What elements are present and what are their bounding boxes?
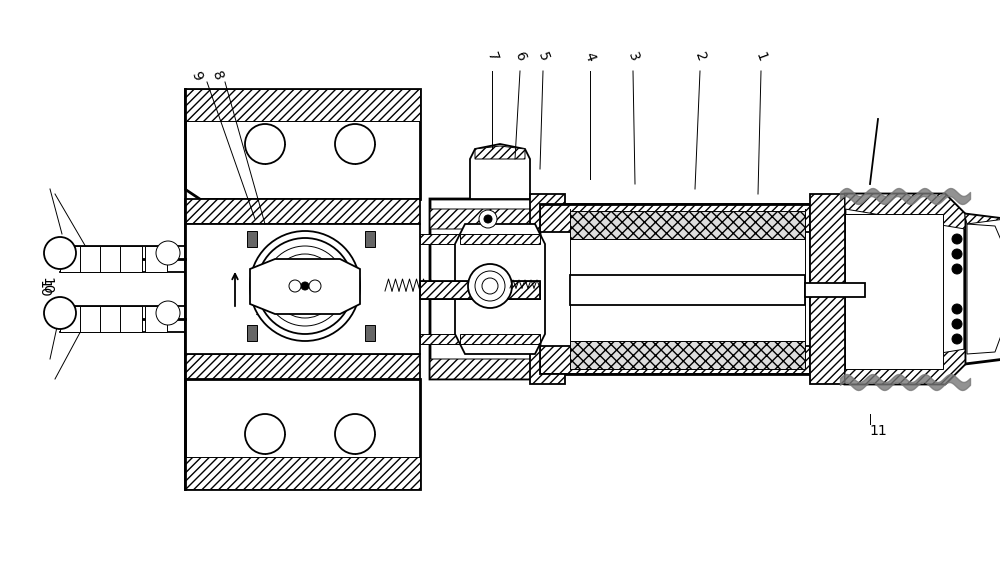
Text: 1: 1 xyxy=(753,50,769,63)
Text: 10: 10 xyxy=(36,280,50,298)
Polygon shape xyxy=(430,199,540,379)
Polygon shape xyxy=(455,224,545,354)
Circle shape xyxy=(245,124,285,164)
Circle shape xyxy=(156,241,180,265)
Polygon shape xyxy=(530,194,565,384)
Bar xyxy=(805,283,865,297)
Bar xyxy=(60,306,82,332)
Circle shape xyxy=(468,264,512,308)
Circle shape xyxy=(309,280,321,292)
Circle shape xyxy=(335,414,375,454)
Bar xyxy=(100,246,122,272)
Circle shape xyxy=(156,301,180,325)
Circle shape xyxy=(952,249,962,259)
Circle shape xyxy=(952,319,962,329)
Text: 9: 9 xyxy=(188,69,204,83)
Text: 10: 10 xyxy=(39,277,53,295)
Polygon shape xyxy=(845,349,965,384)
Circle shape xyxy=(335,124,375,164)
Text: 6: 6 xyxy=(512,50,528,63)
Polygon shape xyxy=(470,144,530,199)
Bar xyxy=(365,231,375,247)
Bar xyxy=(120,246,142,272)
Bar xyxy=(570,275,805,305)
Polygon shape xyxy=(967,224,1000,354)
Bar xyxy=(845,214,943,369)
Bar xyxy=(420,281,540,299)
Text: 3: 3 xyxy=(625,50,641,63)
Circle shape xyxy=(250,231,360,341)
Bar xyxy=(247,231,257,247)
Circle shape xyxy=(301,282,309,290)
Polygon shape xyxy=(185,379,420,489)
Polygon shape xyxy=(185,199,420,224)
Bar xyxy=(185,224,420,354)
Polygon shape xyxy=(185,89,420,199)
Polygon shape xyxy=(420,334,540,344)
Bar xyxy=(145,246,167,272)
Text: 5: 5 xyxy=(535,50,551,63)
Polygon shape xyxy=(460,234,540,244)
Circle shape xyxy=(952,264,962,274)
Polygon shape xyxy=(965,214,1000,364)
Bar xyxy=(570,211,805,239)
Circle shape xyxy=(44,297,76,329)
Circle shape xyxy=(479,210,497,228)
Polygon shape xyxy=(430,209,540,229)
Bar xyxy=(100,306,122,332)
Bar xyxy=(60,246,82,272)
Bar xyxy=(420,281,540,299)
Text: 4: 4 xyxy=(582,50,598,63)
Text: 11: 11 xyxy=(869,424,887,438)
Circle shape xyxy=(245,414,285,454)
Circle shape xyxy=(952,234,962,244)
Polygon shape xyxy=(540,346,810,374)
Bar xyxy=(80,306,102,332)
Bar xyxy=(120,306,142,332)
Polygon shape xyxy=(250,259,360,314)
Circle shape xyxy=(952,334,962,344)
Text: 7: 7 xyxy=(484,50,500,63)
Bar xyxy=(145,306,167,332)
Polygon shape xyxy=(540,204,810,232)
Text: 2: 2 xyxy=(692,50,708,63)
Polygon shape xyxy=(475,146,525,159)
Polygon shape xyxy=(420,234,540,244)
Bar xyxy=(570,341,805,369)
Circle shape xyxy=(44,237,76,269)
Circle shape xyxy=(952,304,962,314)
Bar xyxy=(80,246,102,272)
Text: 8: 8 xyxy=(209,69,225,83)
Polygon shape xyxy=(185,354,420,379)
Polygon shape xyxy=(965,214,1000,224)
Polygon shape xyxy=(460,334,540,344)
Polygon shape xyxy=(845,194,965,384)
Bar xyxy=(185,89,420,121)
Polygon shape xyxy=(810,194,845,384)
Circle shape xyxy=(484,215,492,223)
Polygon shape xyxy=(845,194,965,229)
Bar xyxy=(365,325,375,341)
Circle shape xyxy=(289,280,301,292)
Bar xyxy=(185,457,420,489)
Bar xyxy=(247,325,257,341)
Polygon shape xyxy=(430,359,540,379)
